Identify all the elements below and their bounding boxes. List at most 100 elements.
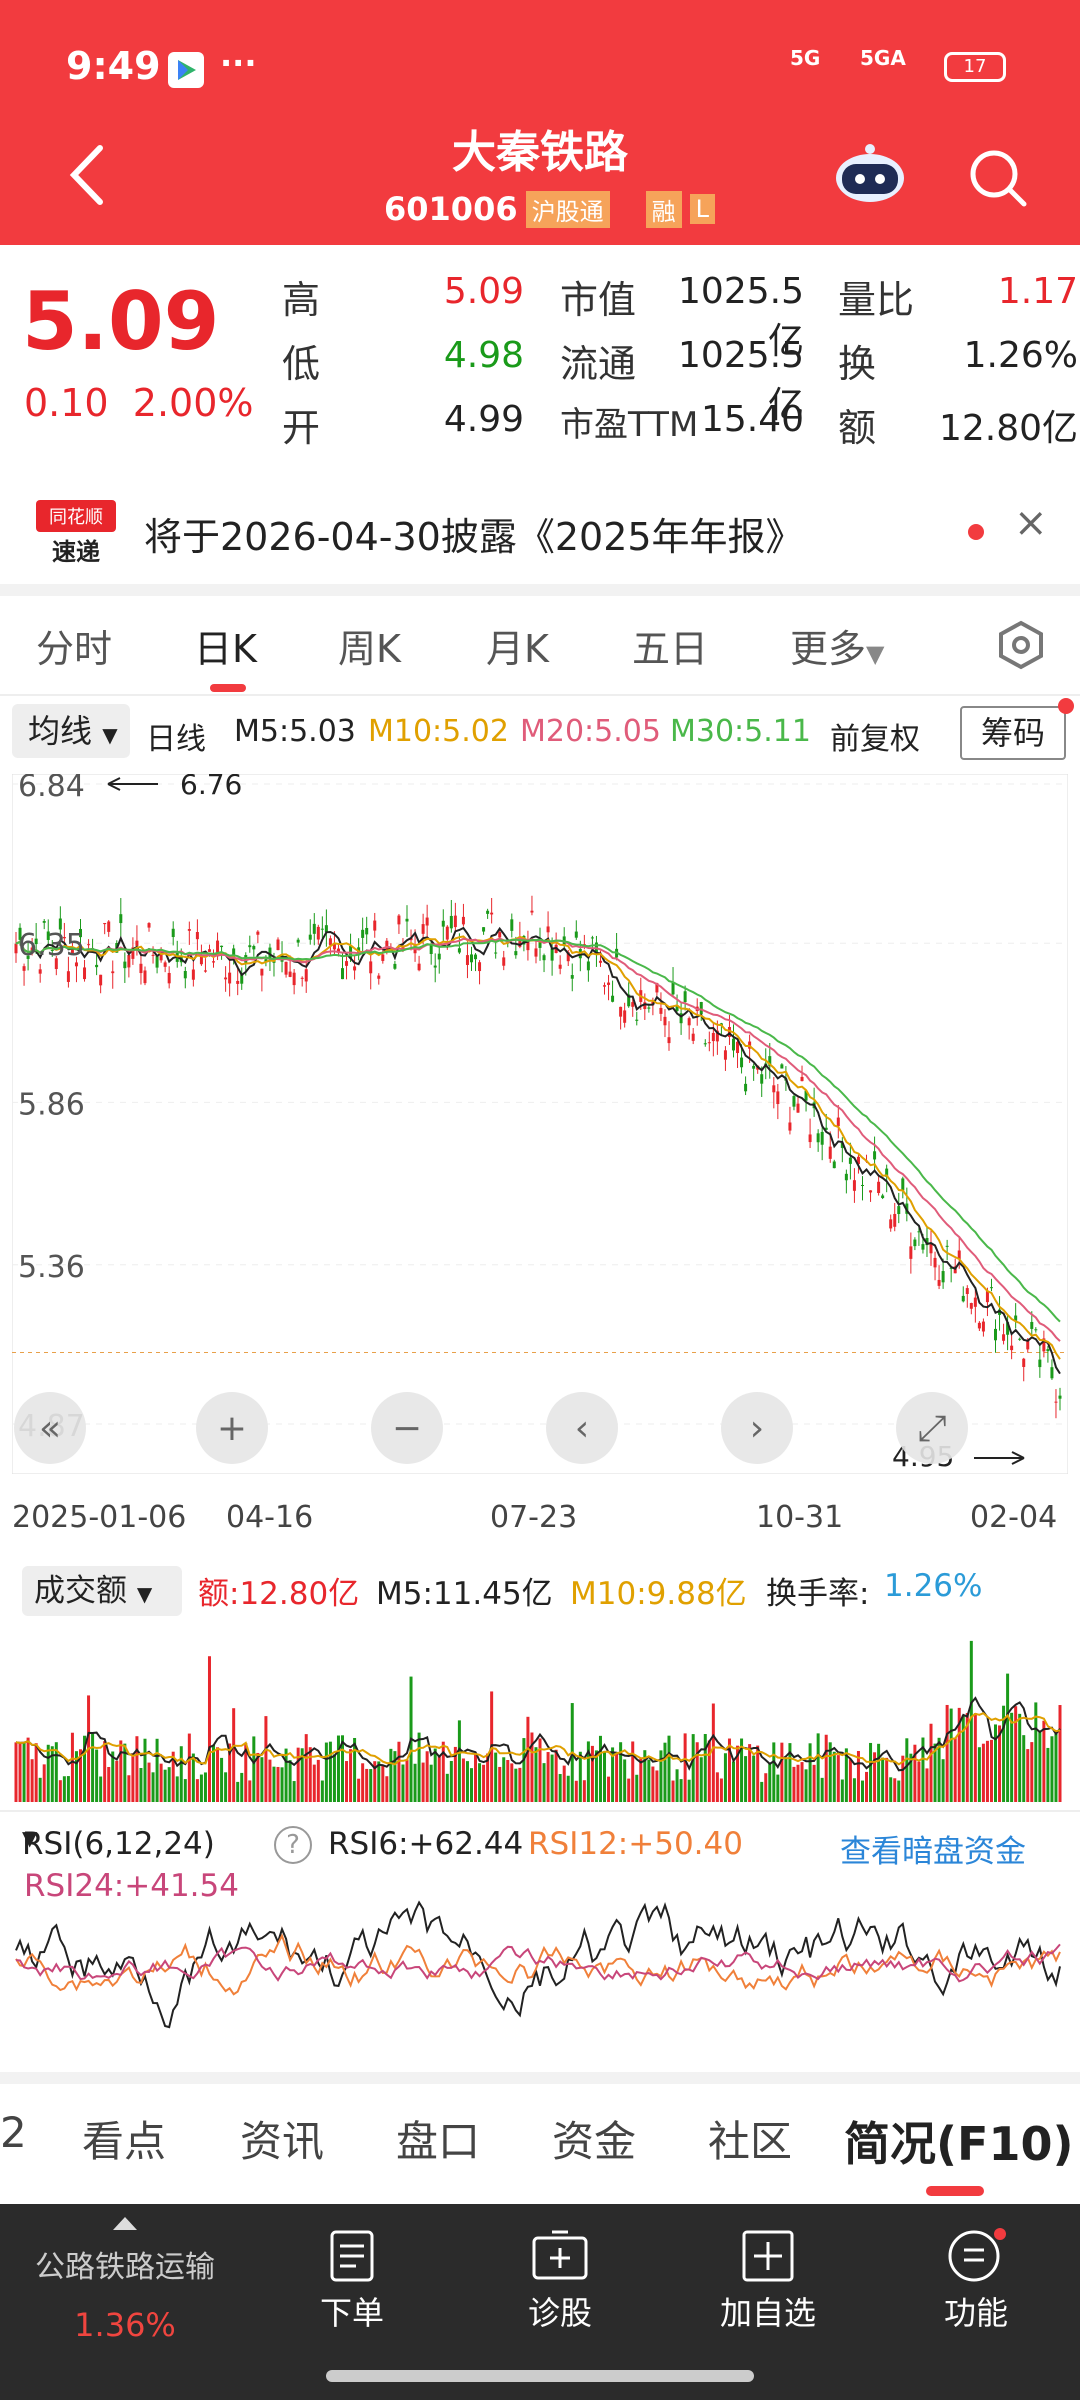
volume-bar: [804, 1769, 808, 1802]
volume-bar: [639, 1757, 643, 1802]
candle-body: [486, 910, 490, 914]
candle-body: [1046, 1349, 1050, 1352]
volume-m5: M5:11.45亿: [376, 1576, 553, 1612]
candle-body: [502, 957, 506, 966]
volume-bar: [973, 1713, 977, 1802]
fullscreen-button-icon: ⤢: [918, 1408, 947, 1449]
volume-bar: [179, 1746, 183, 1802]
candle-body: [893, 1213, 897, 1227]
candle-body: [373, 920, 377, 931]
scroll-right-button[interactable]: [721, 1392, 793, 1464]
diagnose-button[interactable]: 诊股: [480, 2228, 640, 2334]
tab-weekly-k[interactable]: 周K: [338, 627, 401, 671]
kline-chart[interactable]: 6.846.355.865.364.87 6.764.95 «+−‹›⤢: [12, 774, 1068, 1474]
functions-button[interactable]: 功能: [896, 2228, 1056, 2334]
zoom-out-button[interactable]: [371, 1392, 443, 1464]
close-news-button[interactable]: ×: [1014, 500, 1048, 546]
candle-body: [425, 917, 429, 926]
scroll-left-fast-button[interactable]: [14, 1392, 86, 1464]
assistant-robot-icon[interactable]: [834, 142, 906, 206]
volume-select[interactable]: 成交额 ▼: [22, 1566, 182, 1616]
chart-frame: [12, 774, 1068, 1474]
volume-bar: [860, 1780, 864, 1802]
candle-body: [22, 966, 26, 971]
volume-bar: [207, 1656, 211, 1802]
volume-bar: [627, 1778, 631, 1802]
search-icon[interactable]: [966, 146, 1030, 210]
volume-bar: [961, 1715, 965, 1802]
dark-pool-link[interactable]: 查看暗盘资金: [840, 1834, 1026, 1870]
volume-bar: [796, 1764, 800, 1802]
candle-body: [341, 968, 345, 980]
scroll-left-button[interactable]: [546, 1392, 618, 1464]
tab-five-day[interactable]: 五日: [632, 627, 709, 671]
candle-body: [655, 983, 659, 993]
volume-bar: [203, 1772, 207, 1802]
rsi12-value: RSI12:+50.40: [528, 1826, 743, 1862]
volume-bar: [643, 1750, 647, 1802]
candle-body: [687, 1018, 691, 1026]
tab-monthly-k[interactable]: 月K: [486, 627, 549, 671]
tab-partial[interactable]: 2: [0, 2108, 27, 2157]
tab-daily-k[interactable]: 日K: [194, 627, 257, 671]
tab-more[interactable]: 更多▼: [790, 618, 884, 673]
candle-body: [752, 1065, 756, 1069]
current-price: 5.09: [22, 275, 220, 368]
candle-body: [550, 948, 554, 961]
volume-bar: [1022, 1735, 1026, 1802]
tab-order-book[interactable]: 盘口: [396, 2117, 481, 2166]
volume-bar: [341, 1735, 345, 1802]
candle-body: [727, 1026, 731, 1037]
ma5-value: M5:5.03: [234, 714, 356, 749]
volume-bar: [1034, 1702, 1038, 1802]
volume-bar: [699, 1757, 703, 1802]
volume-bar: [808, 1743, 812, 1802]
adjust-type[interactable]: 前复权: [830, 722, 920, 757]
zoom-in-button-icon: +: [217, 1408, 247, 1449]
volume-bar: [191, 1753, 195, 1802]
chip-distribution-button[interactable]: 筹码: [960, 706, 1066, 760]
zoom-out-button-icon: −: [392, 1408, 422, 1449]
stock-subline: 601006 沪股通 融 L: [384, 190, 715, 228]
news-banner[interactable]: 同花顺 速递 将于2026-04-30披露《2025年年报》: [0, 480, 1080, 580]
ma-select[interactable]: 均线 ▼: [12, 704, 130, 758]
volume-bar: [38, 1777, 42, 1802]
news-text[interactable]: 将于2026-04-30披露《2025年年报》: [144, 515, 804, 559]
order-button[interactable]: 下单: [272, 2228, 432, 2334]
tab-news[interactable]: 资讯: [240, 2117, 325, 2166]
zoom-in-button[interactable]: [196, 1392, 268, 1464]
volume-bar: [748, 1744, 752, 1802]
volume-bar: [328, 1741, 332, 1802]
tab-community[interactable]: 社区: [708, 2117, 793, 2166]
settings-hexagon-icon[interactable]: [996, 620, 1046, 670]
volume-bar: [320, 1780, 324, 1802]
candle-body: [324, 925, 328, 933]
home-indicator[interactable]: [326, 2370, 754, 2382]
volume-bar: [784, 1758, 788, 1802]
candle-body: [542, 955, 546, 961]
volume-bar: [691, 1734, 695, 1802]
candle-body: [147, 923, 151, 928]
add-watchlist-button[interactable]: 加自选: [688, 2228, 848, 2334]
volume-bar: [744, 1756, 748, 1802]
sector-info[interactable]: 公路铁路运输 1.36%: [0, 2214, 250, 2344]
volume-bar: [30, 1759, 34, 1802]
fullscreen-button[interactable]: [896, 1392, 968, 1464]
tab-f10-overview[interactable]: 简况(F10): [844, 2117, 1074, 2171]
volume-bar: [373, 1761, 377, 1802]
candle-body: [796, 1103, 800, 1113]
volume-bar: [365, 1768, 369, 1802]
help-icon[interactable]: ?: [274, 1826, 312, 1864]
volume-bar: [111, 1751, 115, 1802]
volume-bar: [183, 1779, 187, 1802]
volume-bar: [304, 1734, 308, 1802]
back-button[interactable]: [60, 140, 120, 210]
volume-bar: [1026, 1749, 1030, 1802]
tab-intraday[interactable]: 分时: [36, 627, 113, 671]
candle-body: [897, 1206, 901, 1215]
candle-body: [1014, 1315, 1018, 1321]
candle-body: [38, 969, 42, 974]
tab-highlights[interactable]: 看点: [82, 2117, 167, 2166]
tab-capital[interactable]: 资金: [552, 2117, 637, 2166]
candle-body: [163, 962, 167, 967]
